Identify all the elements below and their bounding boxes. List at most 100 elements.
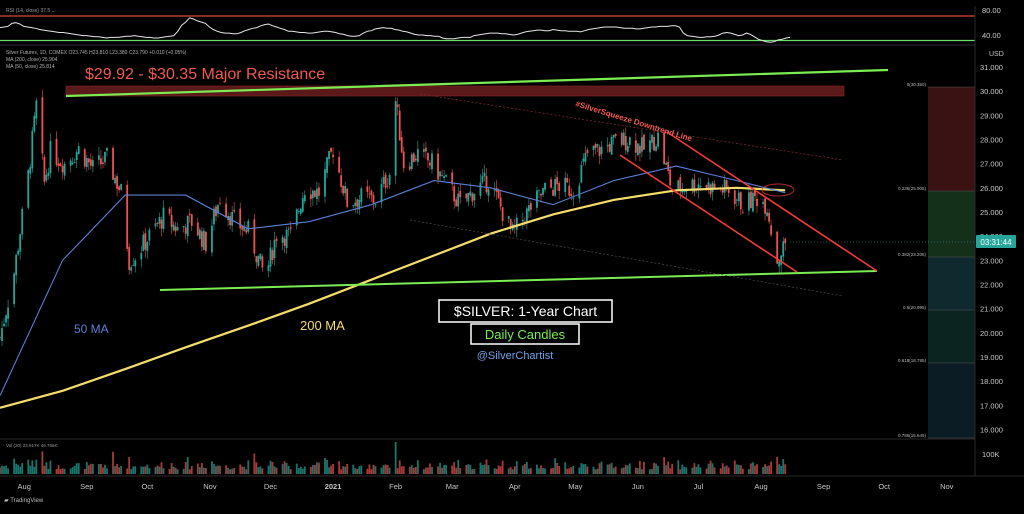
- volume-bar: [332, 464, 334, 474]
- candle-body: [578, 185, 581, 199]
- volume-bar: [239, 464, 242, 474]
- candle-body: [691, 179, 694, 192]
- volume-bar: [243, 466, 246, 474]
- volume-bar: [245, 469, 248, 474]
- volume-bar: [87, 465, 90, 474]
- volume-bar: [211, 461, 213, 474]
- candle-body: [57, 163, 60, 167]
- volume-bar: [594, 469, 597, 474]
- candle-body: [558, 183, 561, 191]
- candle-body: [368, 193, 371, 195]
- candle-body: [459, 190, 462, 198]
- candle-body: [612, 134, 615, 138]
- volume-bar: [118, 467, 120, 474]
- candle-body: [564, 177, 567, 193]
- volume-bar: [200, 463, 203, 474]
- candle-body: [104, 151, 106, 163]
- candle-body: [69, 160, 72, 166]
- candle-body: [360, 188, 363, 203]
- volume-bar: [467, 464, 470, 474]
- rsi-tick-80: 80.00: [982, 6, 1001, 15]
- candle-body: [412, 153, 415, 163]
- volume-bar: [550, 468, 552, 474]
- candle-body: [267, 265, 270, 271]
- volume-bar: [360, 465, 363, 474]
- volume-bar: [683, 466, 686, 474]
- volume-bar: [669, 468, 672, 474]
- candle-body: [47, 172, 50, 176]
- volume-bar: [784, 464, 787, 474]
- candle-body: [766, 212, 768, 216]
- volume-bar: [340, 469, 343, 474]
- volume-bar: [142, 466, 145, 474]
- volume-bar: [289, 469, 292, 474]
- volume-bar: [586, 466, 589, 474]
- volume-bar: [91, 463, 94, 474]
- candle-body: [711, 182, 714, 193]
- candle-body: [580, 164, 583, 183]
- volume-bar: [671, 463, 674, 474]
- volume-bar: [396, 468, 399, 474]
- candle-body: [402, 151, 405, 169]
- volume-bar: [182, 468, 185, 474]
- candle-body: [297, 211, 300, 212]
- candle-body: [253, 219, 256, 254]
- candle-body: [241, 226, 244, 230]
- candles: [0, 90, 787, 346]
- fib-level-label: 0.5(20.995): [903, 305, 927, 310]
- volume-bar: [215, 466, 217, 474]
- candle-body: [71, 162, 74, 165]
- ma50-annotation: 50 MA: [74, 322, 109, 336]
- candle-body: [128, 247, 131, 270]
- candle-body: [257, 255, 260, 266]
- candle-body: [756, 198, 758, 207]
- volume-bar: [170, 463, 173, 474]
- volume-bar: [366, 468, 369, 474]
- candle-body: [752, 192, 754, 212]
- downtrend-line-upper: [666, 131, 878, 272]
- volume-bar: [612, 467, 615, 474]
- tradingview-icon: ▰: [4, 498, 11, 504]
- candle-body: [608, 144, 611, 152]
- rsi-tick-40: 40.00: [982, 31, 1001, 40]
- volume-bar: [380, 467, 383, 474]
- candle-body: [485, 176, 488, 193]
- volume-bar: [202, 467, 205, 474]
- volume-bar: [693, 463, 696, 474]
- volume-bar: [63, 468, 66, 474]
- volume-bar: [140, 466, 143, 474]
- upper-channel-trendline: [65, 68, 889, 98]
- price-tick: 16.000: [980, 426, 1003, 435]
- candle-body: [374, 204, 377, 206]
- time-tick: Mar: [446, 482, 459, 491]
- volume-bar: [213, 463, 215, 474]
- volume-bar: [530, 468, 532, 474]
- volume-bar: [233, 468, 236, 474]
- volume-bar: [162, 468, 165, 474]
- candle-body: [425, 147, 427, 152]
- volume-bar: [227, 467, 230, 474]
- volume-bar: [29, 465, 32, 474]
- volume-bar: [73, 465, 76, 474]
- volume-bar: [538, 468, 540, 474]
- candle-body: [572, 198, 575, 200]
- candle-body: [299, 208, 302, 214]
- volume-bar: [536, 464, 538, 474]
- volume-bar: [386, 465, 389, 474]
- fib-zone-4: [928, 310, 975, 363]
- candle-body: [13, 273, 16, 305]
- candle-body: [311, 190, 314, 199]
- candle-body: [723, 180, 726, 193]
- volume-bar: [281, 463, 284, 474]
- tradingview-brand: TradingView: [10, 498, 44, 504]
- candle-body: [168, 208, 171, 214]
- current-price-tag: [976, 235, 1016, 248]
- volume-bar: [231, 468, 234, 474]
- tradingview-logo[interactable]: ▰ TradingView: [4, 497, 43, 504]
- ma200-annotation: 200 MA: [300, 318, 345, 333]
- candle-body: [584, 152, 587, 162]
- time-axis[interactable]: Aug Sep Oct Nov Dec 2021 Feb Mar Apr May Jun Jul Aug…: [18, 482, 954, 491]
- volume-bar: [582, 464, 585, 474]
- candle-body: [600, 146, 603, 155]
